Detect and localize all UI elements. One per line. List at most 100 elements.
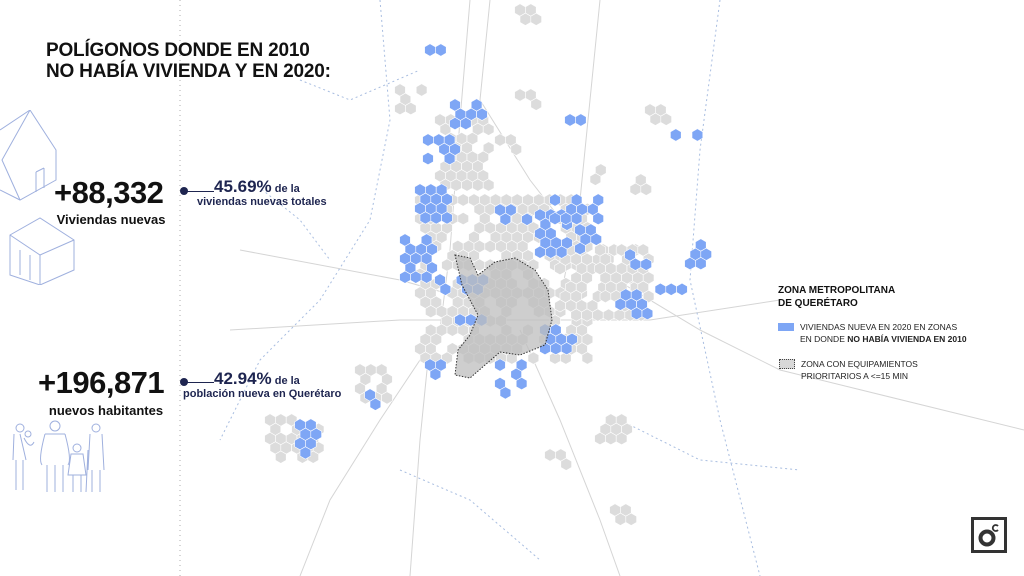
- urban-hex: [560, 351, 572, 365]
- legend-title: ZONA METROPOLITANA DE QUERÉTARO: [778, 285, 896, 309]
- new-housing-hex: [614, 297, 627, 311]
- urban-hex: [605, 432, 617, 446]
- urban-hex: [514, 88, 526, 102]
- legend-swatch-priority-zone: [779, 359, 795, 369]
- new-housing-hex: [670, 128, 682, 142]
- new-housing-hex: [575, 113, 587, 127]
- new-housing-hex: [590, 232, 602, 246]
- urban-hex: [381, 391, 393, 405]
- urban-hex: [642, 289, 655, 304]
- new-housing-hex: [435, 43, 447, 57]
- urban-hex: [527, 351, 540, 365]
- connector-line: [186, 382, 214, 383]
- logo: [971, 517, 1007, 553]
- urban-hex: [457, 193, 469, 207]
- new-housing-hex: [592, 212, 604, 226]
- new-housing-hex: [422, 133, 434, 147]
- connector-dot: [180, 187, 188, 195]
- legend-item-new-housing: VIVIENDAS NUEVA EN 2020 EN ZONAS EN DOND…: [800, 322, 967, 344]
- urban-hex: [592, 308, 604, 322]
- new-housing-hex: [549, 193, 561, 207]
- new-housing-hex: [564, 113, 576, 127]
- urban-hex: [530, 12, 542, 26]
- urban-hex: [660, 112, 672, 126]
- stat-habitantes-percent: 42.94% de la población nueva en Querétar…: [183, 369, 342, 400]
- urban-hex: [506, 351, 518, 365]
- stat-habitantes-value: +196,871: [38, 365, 165, 400]
- new-housing-hex: [515, 377, 528, 391]
- new-housing-hex: [476, 107, 488, 121]
- urban-hex: [614, 512, 627, 526]
- new-housing-hex: [570, 212, 583, 226]
- urban-hex: [599, 289, 612, 304]
- new-housing-hex: [424, 43, 436, 57]
- new-housing-hex: [549, 212, 561, 226]
- stat-habitantes-label: nuevos habitantes: [48, 403, 164, 418]
- stat-viviendas-label: Viviendas nuevas: [56, 212, 166, 227]
- new-housing-hex: [419, 211, 432, 225]
- priority-zone: [454, 254, 553, 379]
- new-housing-hex: [574, 242, 586, 256]
- urban-hex: [441, 258, 453, 272]
- urban-hex: [450, 178, 462, 192]
- stat-viviendas-value: +88,332: [54, 175, 164, 210]
- urban-hex: [510, 142, 522, 156]
- new-housing-hex: [460, 117, 472, 131]
- new-housing-hex: [429, 367, 442, 381]
- new-housing-hex: [555, 245, 568, 259]
- new-housing-hex: [449, 117, 461, 131]
- legend-swatch-new-housing: [778, 323, 794, 331]
- urban-hex: [482, 178, 495, 192]
- page-title: POLÍGONOS DONDE EN 2010 NO HABÍA VIVIEND…: [46, 40, 331, 82]
- urban-hex: [415, 83, 428, 97]
- urban-hex: [554, 262, 566, 276]
- new-housing-hex: [454, 313, 466, 327]
- house-icon: [0, 110, 75, 285]
- new-housing-hex: [654, 282, 667, 296]
- new-housing-hex: [676, 282, 688, 296]
- urban-hex: [275, 450, 287, 464]
- new-housing-hex: [369, 397, 382, 411]
- urban-hex: [629, 182, 642, 196]
- new-housing-hex: [545, 245, 557, 259]
- new-housing-hex: [499, 212, 512, 226]
- urban-hex: [519, 12, 532, 26]
- urban-hex: [425, 305, 437, 319]
- new-housing-hex: [439, 282, 452, 296]
- urban-hex: [494, 133, 506, 147]
- new-housing-hex: [494, 358, 506, 372]
- new-housing-hex: [499, 386, 512, 400]
- urban-hex: [560, 457, 572, 471]
- new-housing-hex: [629, 257, 642, 271]
- urban-hex: [405, 102, 417, 116]
- stat-viviendas-percent: 45.69% de la viviendas nuevas totales: [197, 177, 327, 208]
- urban-hex: [581, 308, 593, 322]
- connector-line: [186, 191, 214, 192]
- new-housing-hex: [684, 257, 696, 271]
- urban-hex: [472, 178, 484, 192]
- urban-hex: [484, 239, 496, 254]
- new-housing-hex: [665, 282, 677, 296]
- new-housing-hex: [430, 211, 442, 225]
- urban-hex: [544, 448, 556, 462]
- urban-hex: [594, 432, 606, 446]
- new-housing-hex: [410, 270, 422, 284]
- urban-hex: [615, 432, 628, 446]
- urban-hex: [457, 212, 469, 226]
- urban-hex: [625, 512, 637, 526]
- connector-dot: [180, 378, 188, 386]
- urban-hex: [554, 299, 566, 313]
- urban-hex: [649, 112, 662, 126]
- new-housing-hex: [560, 342, 573, 356]
- new-housing-hex: [441, 211, 453, 225]
- new-housing-hex: [641, 307, 654, 321]
- urban-hex: [446, 323, 459, 337]
- new-housing-hex: [550, 342, 562, 356]
- new-housing-hex: [521, 212, 533, 226]
- urban-hex: [482, 122, 495, 136]
- new-housing-hex: [422, 152, 434, 166]
- new-housing-hex: [443, 152, 456, 166]
- new-housing-hex: [534, 245, 546, 259]
- new-housing-hex: [399, 270, 411, 284]
- new-housing-hex: [420, 270, 433, 284]
